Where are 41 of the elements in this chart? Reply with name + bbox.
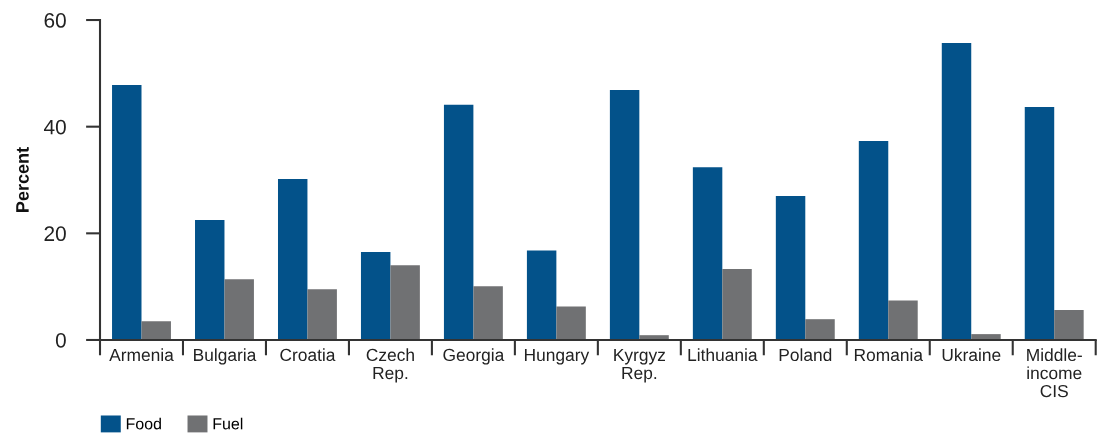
y-tick-label: 60 bbox=[44, 13, 66, 28]
x-tick-label: Poland bbox=[779, 348, 832, 362]
x-tick-label: Kyrgyz Rep. bbox=[614, 348, 666, 383]
bar bbox=[1054, 310, 1084, 340]
bar bbox=[805, 319, 835, 340]
x-tick-label: Georgia bbox=[443, 348, 505, 365]
x-tick-label: Croatia bbox=[280, 348, 336, 362]
bar bbox=[722, 269, 752, 340]
bar bbox=[888, 300, 918, 340]
x-tick-label: Armenia bbox=[109, 348, 174, 362]
x-tick-label: Lithuania bbox=[688, 348, 758, 362]
bar bbox=[112, 85, 142, 340]
bar bbox=[1024, 106, 1055, 340]
x-tick-label: Czech Rep. bbox=[366, 348, 414, 383]
x-tick-label: Bulgaria bbox=[194, 348, 257, 365]
bar bbox=[307, 289, 337, 340]
bar bbox=[941, 42, 972, 340]
bar bbox=[277, 178, 308, 340]
y-tick-label: 20 bbox=[44, 226, 66, 242]
bar bbox=[473, 286, 503, 340]
legend-label: Fuel bbox=[213, 417, 243, 430]
y-axis-title: Percent bbox=[16, 147, 29, 212]
x-tick-label: Middle- income CIS bbox=[1027, 348, 1082, 398]
bar bbox=[390, 265, 420, 340]
bar bbox=[775, 196, 806, 340]
bar bbox=[692, 167, 723, 340]
bar bbox=[556, 306, 586, 340]
x-tick-label: Hungary bbox=[524, 348, 590, 365]
bar bbox=[858, 141, 889, 340]
x-tick-label: Romania bbox=[854, 348, 924, 362]
x-tick-label: Ukraine bbox=[942, 348, 1001, 362]
bar bbox=[141, 321, 171, 340]
bar bbox=[195, 220, 225, 340]
y-tick-label: 40 bbox=[43, 119, 66, 135]
bar bbox=[360, 252, 391, 340]
y-tick-label: 0 bbox=[55, 332, 66, 348]
bar bbox=[526, 250, 557, 340]
bar bbox=[609, 89, 640, 340]
legend-label: Food bbox=[126, 417, 161, 430]
bar bbox=[443, 104, 474, 340]
bar bbox=[224, 279, 254, 340]
